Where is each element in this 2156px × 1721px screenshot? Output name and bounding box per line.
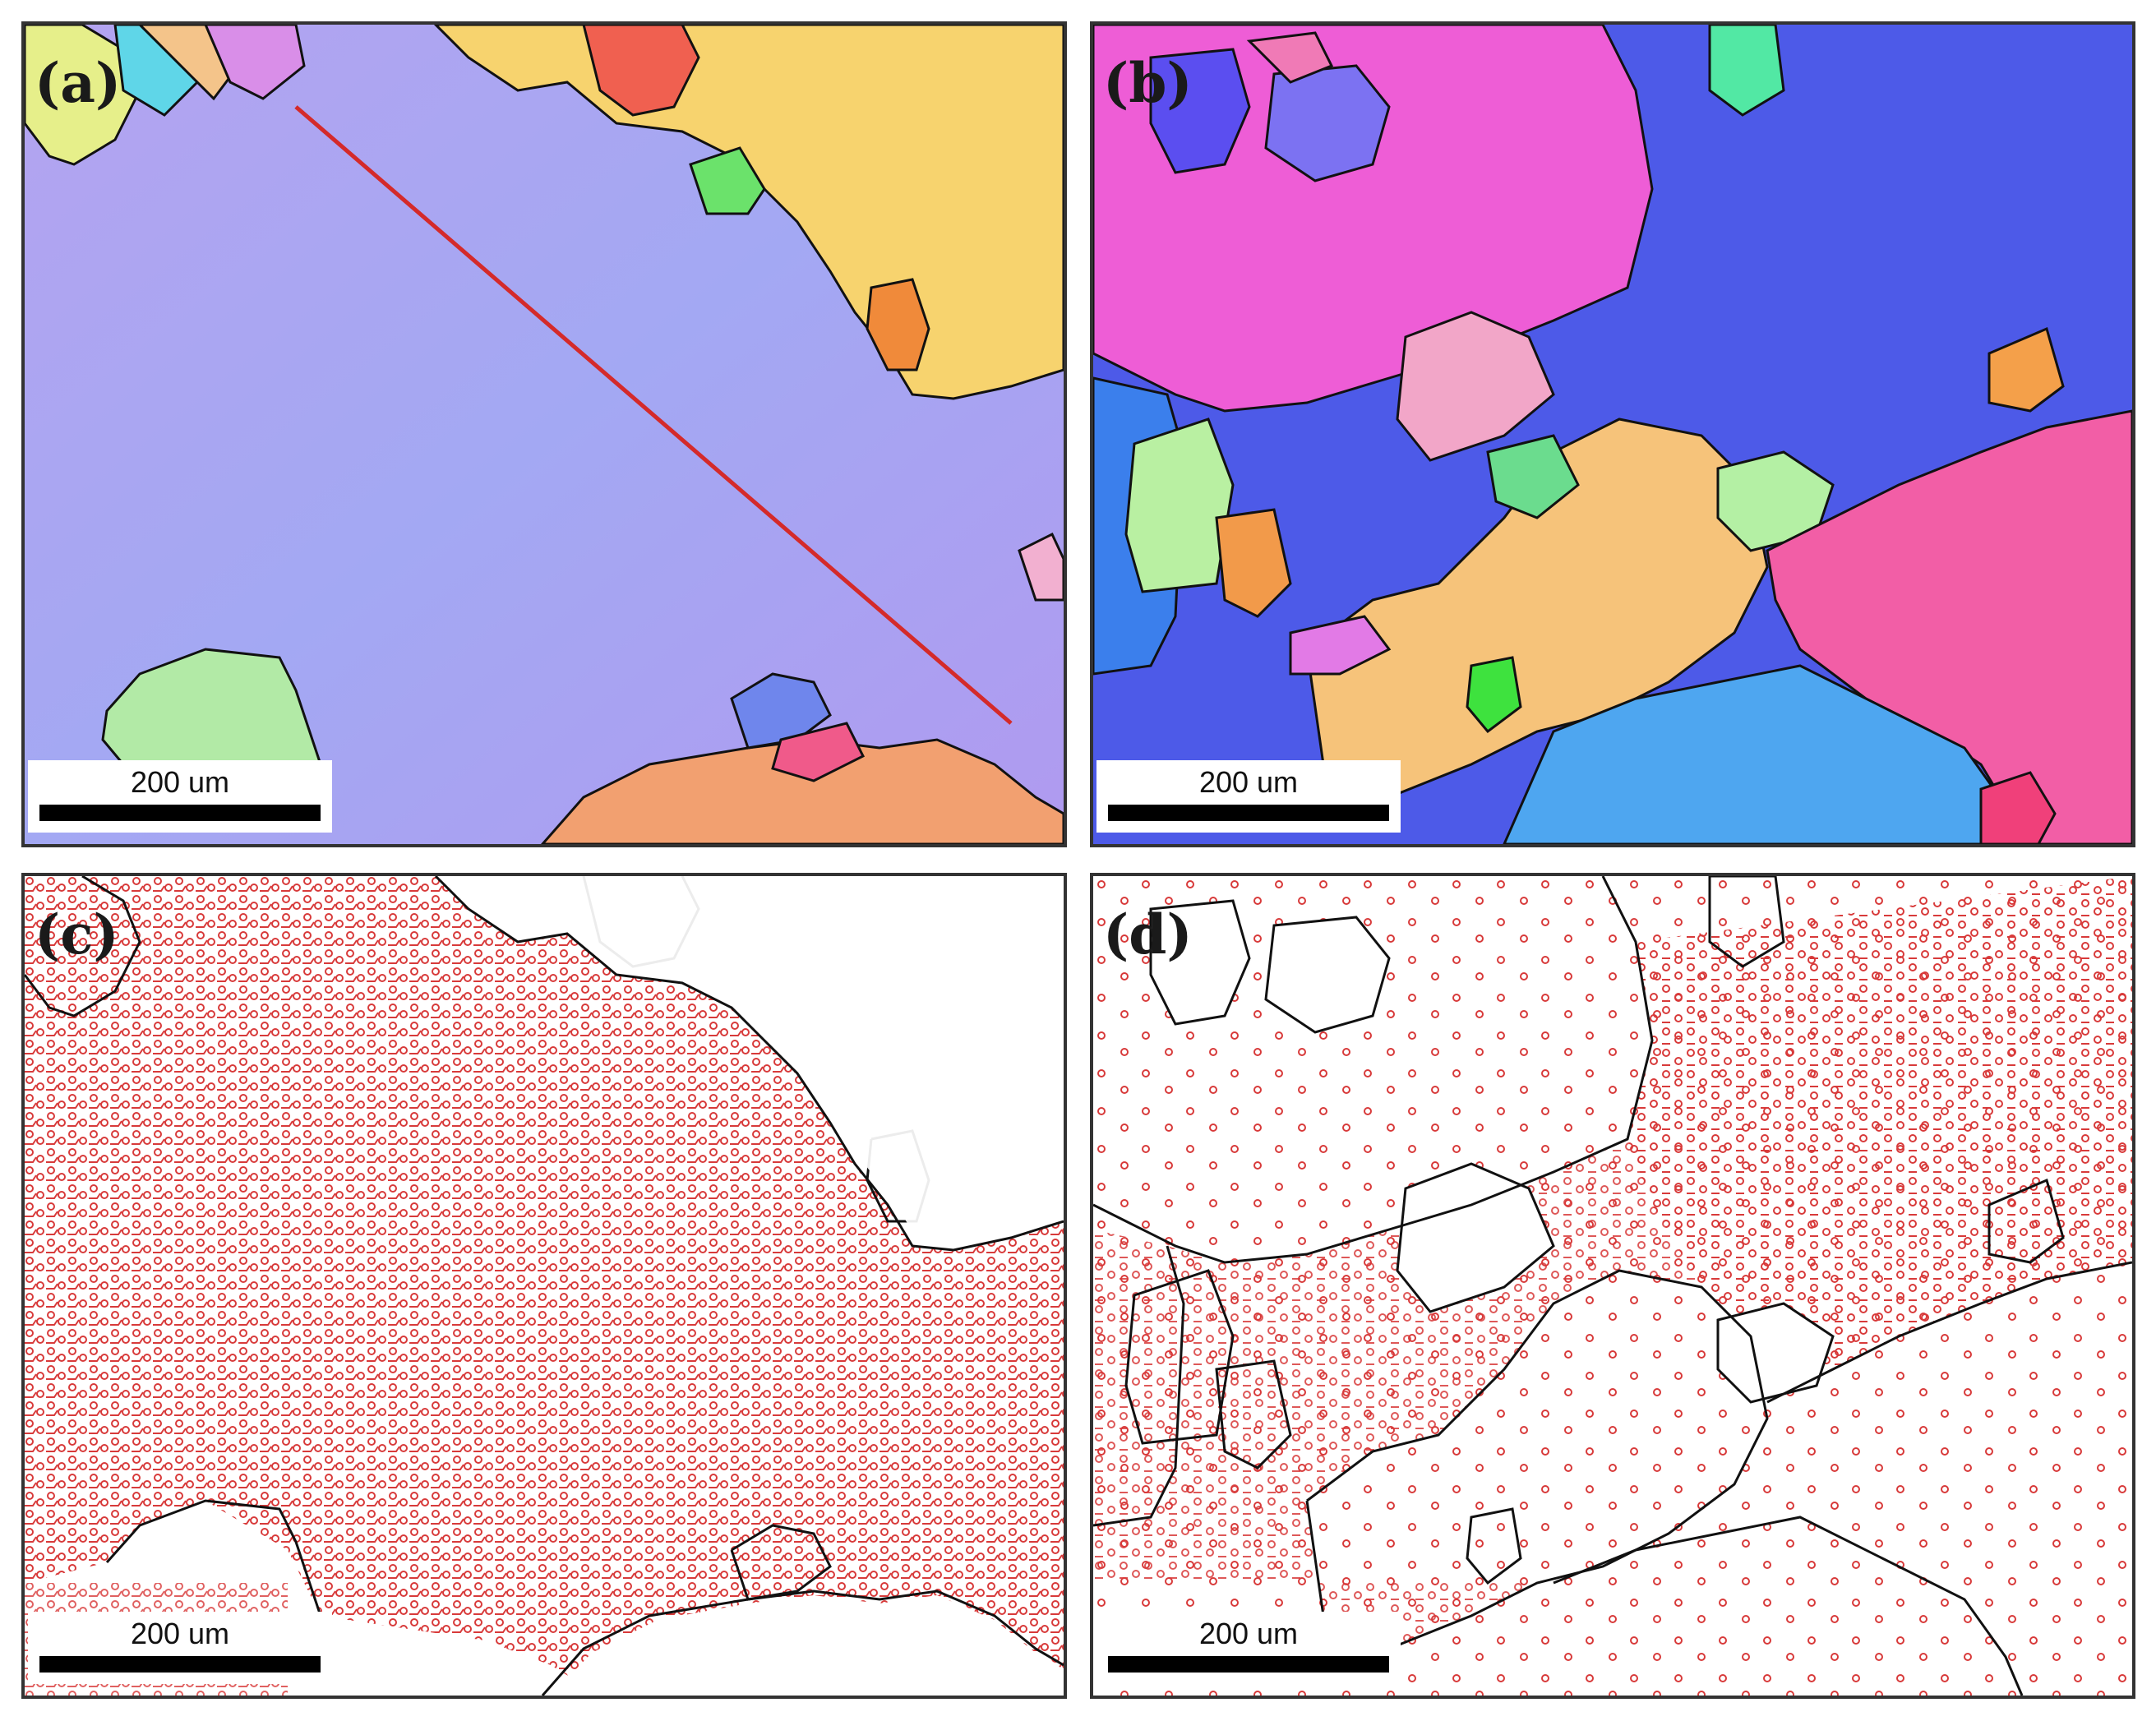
scale-bar-line: [39, 805, 321, 821]
grain-boundary: [1708, 876, 1785, 968]
grain-boundary: [1766, 1261, 2132, 1404]
grain-interior: [551, 1595, 1064, 1696]
grain-boundary: [1987, 1178, 2065, 1264]
grain-interior: [485, 876, 1064, 1243]
grain-boundary: [1264, 916, 1391, 1034]
scale-bar-line: [1108, 805, 1389, 821]
grain: [101, 648, 323, 766]
grain: [1289, 615, 1392, 676]
low-angle-boundary-network: [1627, 876, 2132, 1402]
scale-bar-label: 200 um: [1198, 1617, 1299, 1650]
panel-label: (a): [35, 51, 122, 115]
scale-bar-label: 200 um: [1198, 765, 1299, 799]
grain-boundaries: [1093, 876, 2132, 1696]
grain-boundary: [1553, 1516, 2024, 1696]
grain-boundary: [1215, 1359, 1292, 1470]
scale-bar: 200 um: [28, 1612, 332, 1684]
grain: [1708, 25, 1785, 117]
low-angle-boundary-network: [1093, 1139, 1701, 1649]
grain: [1124, 418, 1235, 593]
grain: [1979, 771, 2057, 844]
orientation-map-b: [1093, 25, 2132, 844]
scale-bar-label: 200 um: [130, 765, 230, 799]
panel-label: (c): [35, 902, 119, 967]
grain: [1987, 326, 2065, 413]
grain: [1305, 418, 1769, 799]
grain-boundary: [105, 1499, 322, 1617]
grain-interior: [1397, 1164, 1554, 1312]
grain-boundary: [1466, 1507, 1522, 1585]
grain-boundary: [1716, 1302, 1835, 1404]
grain: [866, 278, 930, 371]
grain-interior: [1151, 901, 1249, 1024]
grain: [689, 146, 766, 215]
grain: [730, 672, 832, 750]
grain: [1396, 311, 1555, 462]
panel-label: (b): [1103, 51, 1193, 115]
scale-bar-line: [1108, 1656, 1389, 1673]
grain: [1466, 656, 1522, 734]
grain: [1018, 532, 1064, 602]
grain: [1246, 31, 1334, 84]
grain-boundary: [541, 1590, 1064, 1696]
line-profile: [294, 105, 1013, 725]
low-angle-boundary-network: [25, 876, 1064, 1696]
scale-bar-label: 200 um: [130, 1617, 230, 1650]
grain: [1766, 409, 2132, 844]
orientation-map-a: [25, 25, 1064, 844]
panel-label: (d): [1103, 902, 1193, 967]
grain: [541, 738, 1064, 844]
grain-boundary: [730, 1524, 832, 1601]
grain-interior: [1266, 917, 1389, 1032]
grain: [582, 25, 700, 117]
boundary-map-c: [25, 876, 1064, 1696]
grain-boundary: [1149, 899, 1251, 1026]
panel-b-orientation-map: (b) 200 um: [1090, 21, 2135, 847]
boundary-map-d: [1093, 876, 2132, 1696]
grain: [771, 722, 866, 782]
grain-boundary: [1093, 876, 1654, 1264]
scale-bar-line: [39, 1656, 321, 1673]
scale-bar: 200 um: [1096, 760, 1401, 833]
grain: [1264, 64, 1391, 182]
grain: [1486, 434, 1580, 519]
grain: [1149, 48, 1251, 174]
grain-boundary: [1093, 1245, 1185, 1527]
grain-boundary: [1305, 1269, 1769, 1650]
grain-boundary: [1124, 1269, 1235, 1445]
grain-boundary: [1396, 1162, 1555, 1313]
grain-interior: [1718, 1303, 1833, 1402]
grain-boundary: [25, 876, 141, 1017]
panel-d-boundary-map: (d) 200 um: [1090, 873, 2135, 1699]
grain: [25, 25, 141, 166]
panel-a-orientation-map: (a) 200 um: [21, 21, 1067, 847]
grain: [1503, 664, 2024, 844]
panel-c-boundary-map: (c) 200 um: [21, 873, 1067, 1699]
scale-bar: 200 um: [1096, 1612, 1401, 1684]
scale-bar: 200 um: [28, 760, 332, 833]
grain-boundary: [434, 876, 1064, 1252]
grain: [1215, 508, 1292, 618]
grain: [204, 25, 306, 100]
